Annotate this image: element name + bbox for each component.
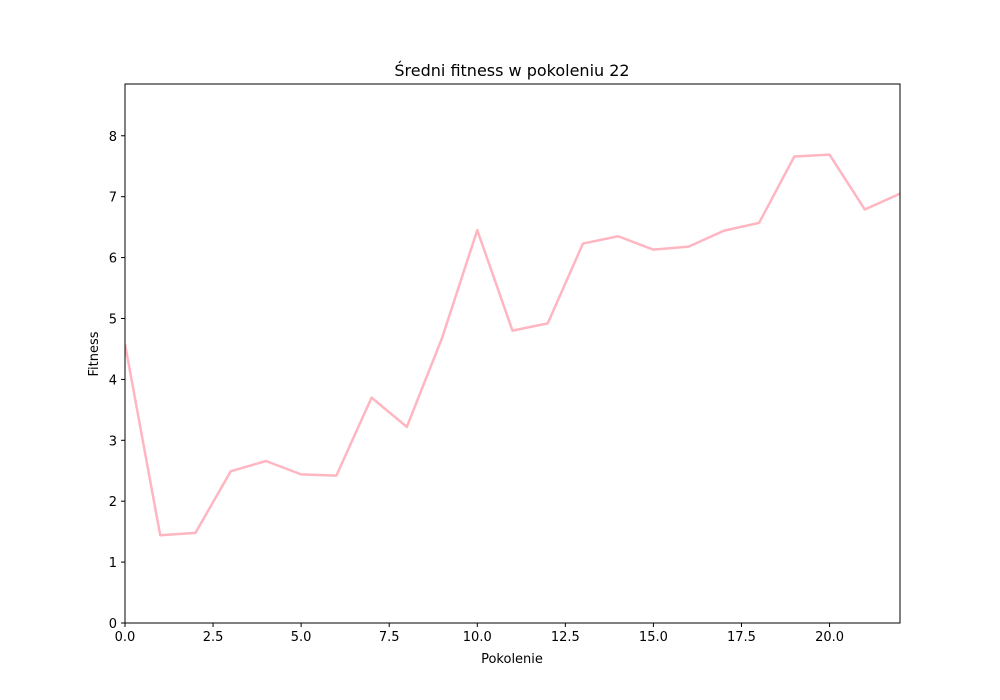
y-tick-label: 4 — [109, 373, 117, 388]
x-tick-label: 7.5 — [379, 630, 400, 645]
x-tick-label: 2.5 — [203, 630, 224, 645]
y-tick-label: 7 — [109, 191, 117, 206]
plot-frame — [124, 83, 901, 624]
x-tick-label: 0.0 — [115, 630, 136, 645]
x-tick-label: 17.5 — [727, 630, 756, 645]
y-tick-label: 8 — [109, 130, 117, 145]
x-tick-label: 10.0 — [463, 630, 492, 645]
x-tick-label: 15.0 — [639, 630, 668, 645]
x-tick-label: 20.0 — [815, 630, 844, 645]
x-tick-label: 12.5 — [551, 630, 580, 645]
plot-area — [125, 153, 900, 537]
y-axis-label: Fitness — [87, 331, 102, 376]
x-axis-label: Pokolenie — [481, 652, 543, 667]
y-tick-label: 0 — [109, 617, 117, 632]
x-axis: 0.0 2.5 5.0 7.5 10.0 12.5 15.0 17.5 20.0 — [115, 623, 844, 645]
y-tick-label: 6 — [109, 252, 117, 267]
y-axis: 0 1 2 3 4 5 6 7 8 — [109, 130, 125, 632]
y-tick-label: 1 — [109, 556, 117, 571]
y-tick-label: 2 — [109, 495, 117, 510]
x-tick-label: 5.0 — [291, 630, 312, 645]
y-tick-label: 3 — [109, 434, 117, 449]
y-tick-label: 5 — [109, 312, 117, 327]
chart-title: Średni fitness w pokoleniu 22 — [394, 61, 629, 80]
series-line — [125, 153, 900, 537]
